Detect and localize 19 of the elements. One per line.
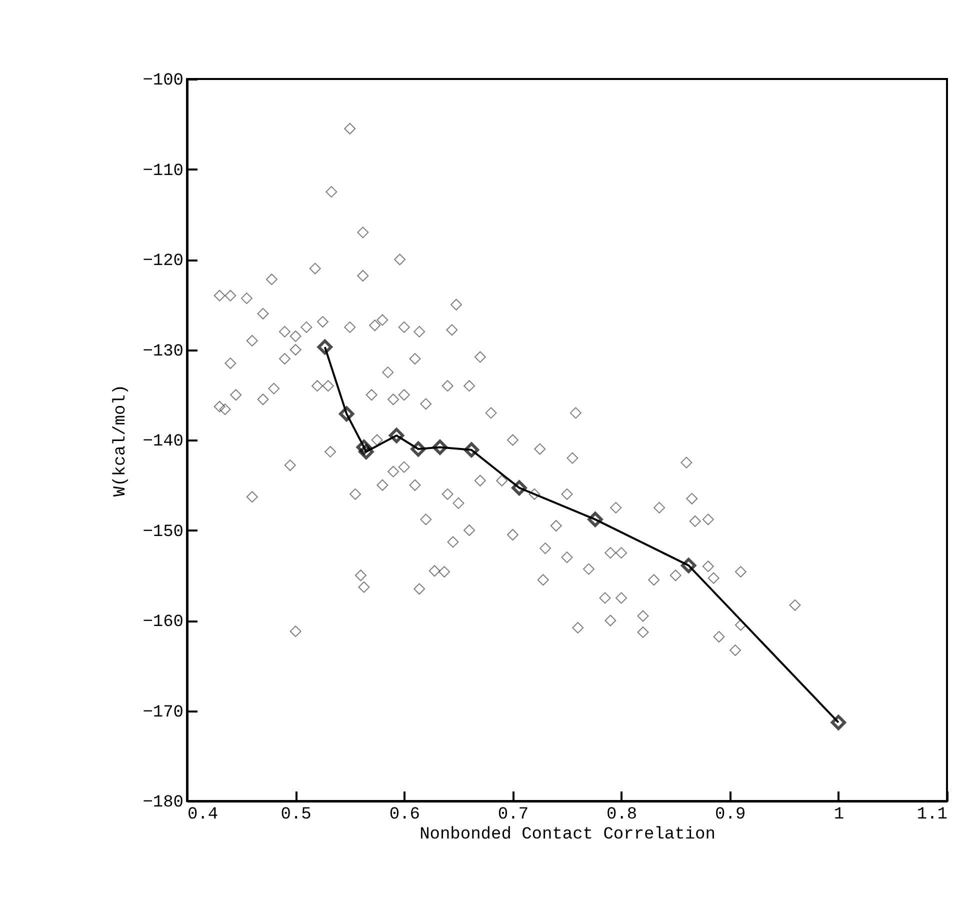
y-tick-label: −130 bbox=[142, 342, 184, 362]
y-tick-label: −170 bbox=[142, 703, 184, 722]
y-tick-label: −120 bbox=[142, 252, 184, 271]
x-tick-label: 0.7 bbox=[498, 806, 529, 824]
x-tick-label: 0.6 bbox=[389, 806, 420, 824]
x-axis-title: Nonbonded Contact Correlation bbox=[420, 826, 716, 844]
y-tick-label: −110 bbox=[142, 162, 184, 181]
x-tick-label: 0.8 bbox=[606, 806, 638, 824]
y-tick-label: −180 bbox=[142, 794, 184, 812]
x-tick-label: 1.1 bbox=[916, 806, 948, 824]
y-tick-label: −140 bbox=[142, 432, 184, 452]
x-tick-label: 0.5 bbox=[280, 806, 312, 824]
x-tick-label: 1 bbox=[834, 806, 844, 824]
x-tick-label: 0.9 bbox=[715, 806, 746, 824]
y-tick-label: −100 bbox=[142, 72, 184, 90]
y-tick-label: −150 bbox=[142, 522, 184, 542]
y-tick-label: −160 bbox=[142, 613, 184, 632]
y-axis-title: W(kcal/mol) bbox=[112, 384, 131, 497]
x-tick-label: 0.4 bbox=[188, 806, 218, 824]
